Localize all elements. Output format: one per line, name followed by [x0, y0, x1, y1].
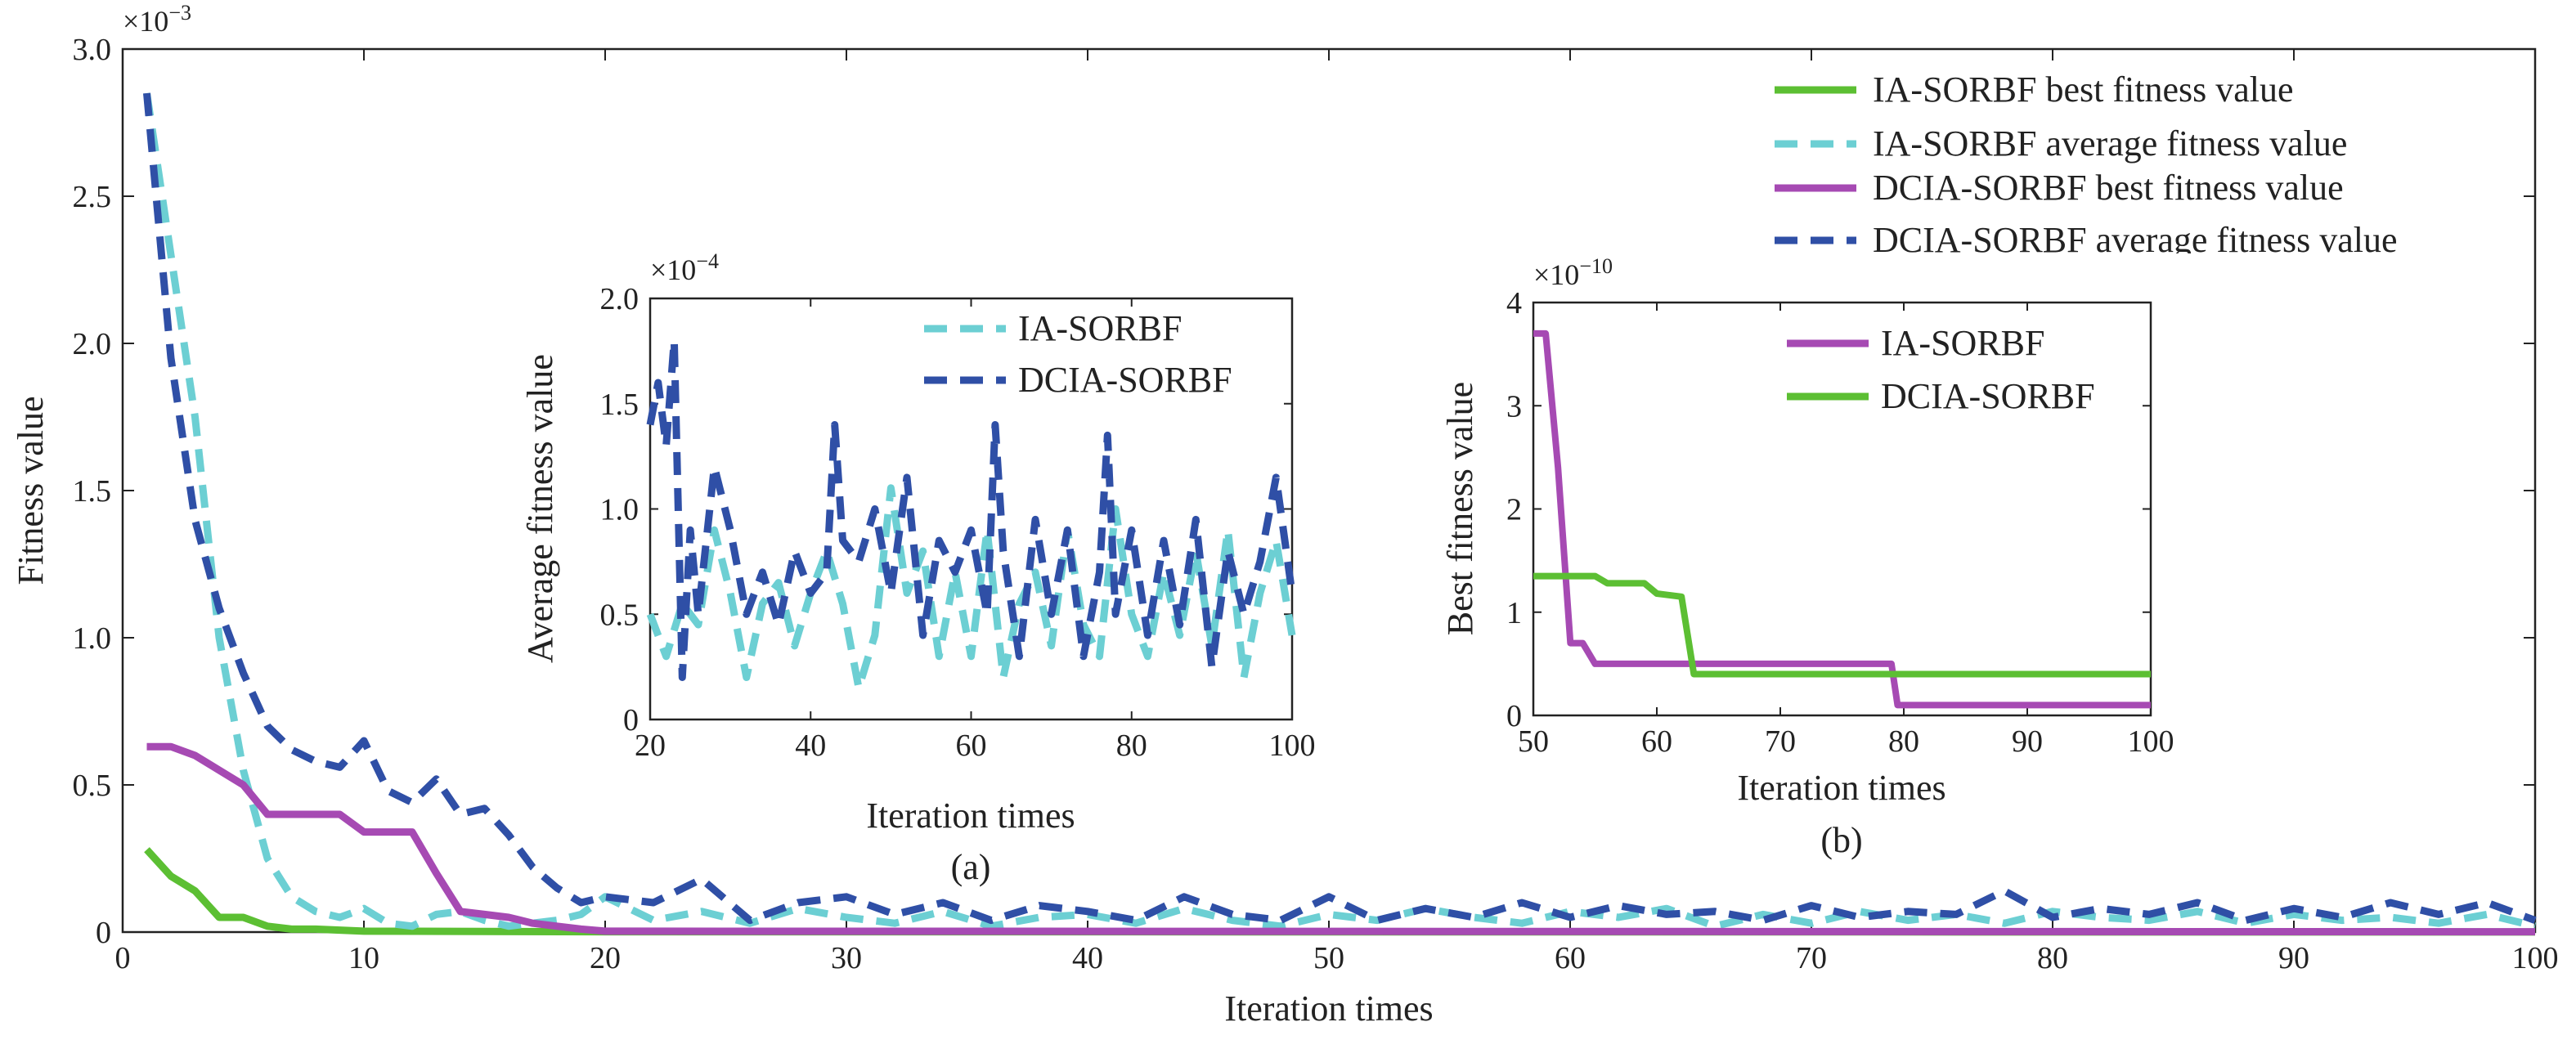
main-legend: IA-SORBF best fitness value IA-SORBF ave… [1775, 69, 2398, 260]
inset-a-y-axis-label: Average fitness value [520, 354, 560, 663]
main-y-tick-label: 0.5 [73, 769, 112, 803]
main-series-line-4 [143, 92, 2537, 925]
main-x-tick-label: 0 [115, 941, 131, 975]
main-y-tick-label: 2.5 [73, 180, 112, 214]
main-y-axis-label: Fitness value [11, 397, 51, 585]
main-y-tick-label: 2.0 [73, 327, 112, 361]
inset-a-x-ticks: 20 40 60 80 100 [635, 298, 1316, 763]
main-multiplier-base: ×10 [123, 5, 168, 38]
inset-b-y-tick-label: 2 [1506, 493, 1522, 527]
inset-b-x-tick-label: 70 [1765, 724, 1796, 759]
main-x-axis-label: Iteration times [1224, 988, 1433, 1029]
legend-label-dcia-avg: DCIA-SORBF average fitness value [1873, 220, 2398, 260]
main-y-tick-label: 0 [96, 916, 111, 950]
inset-b-y-tick-label: 3 [1506, 389, 1522, 424]
main-multiplier-exp: −3 [168, 1, 191, 25]
inset-a-multiplier: ×10−4 [650, 249, 719, 286]
inset-b-y-tick-label: 4 [1506, 286, 1522, 321]
inset-b-legend: IA-SORBF DCIA-SORBF [1787, 323, 2095, 416]
inset-a-series-line-2 [646, 337, 1296, 681]
main-y-tick-label: 1.5 [73, 474, 112, 509]
inset-b-x-tick-label: 80 [1888, 724, 1919, 759]
inset-b-x-tick-label: 50 [1518, 724, 1549, 759]
main-x-tick-label: 30 [831, 941, 862, 975]
main-y-tick-label: 1.0 [73, 621, 112, 656]
main-plot: 0 10 20 30 40 50 60 70 80 90 100 00.51.01.52.02.53… [11, 1, 2559, 1029]
inset-b-legend-label-ia: IA-SORBF [1881, 323, 2045, 363]
inset-a-y-tick-label: 2.0 [600, 282, 640, 316]
inset-b-y-axis-label: Best fitness value [1440, 382, 1480, 635]
inset-a-legend: IA-SORBF DCIA-SORBF [924, 308, 1232, 400]
inset-a-legend-label-dcia: DCIA-SORBF [1018, 360, 1232, 400]
main-x-tick-label: 80 [2037, 941, 2068, 975]
inset-b-y-ticks: 0 1 2 3 4 [1506, 286, 2151, 733]
inset-b-x-tick-label: 90 [2012, 724, 2043, 759]
main-x-tick-label: 50 [1313, 941, 1344, 975]
inset-a-multiplier-exp: −4 [696, 249, 719, 273]
inset-a-y-ticks: 0 0.5 1.0 1.5 2.0 [600, 282, 1292, 737]
main-x-tick-label: 40 [1072, 941, 1103, 975]
inset-a-x-tick-label: 20 [635, 728, 666, 763]
inset-b-y-tick-label: 1 [1506, 596, 1522, 630]
inset-b-caption: (b) [1820, 820, 1862, 860]
main-multiplier: ×10−3 [123, 1, 191, 38]
main-x-ticks: 0 10 20 30 40 50 60 70 80 90 100 [115, 49, 2559, 975]
inset-a-y-tick-label: 0 [623, 703, 639, 737]
inset-b-multiplier-base: ×10 [1533, 258, 1579, 291]
main-x-tick-label: 20 [590, 941, 621, 975]
inset-b-x-axis-label: Iteration times [1737, 768, 1945, 808]
inset-b-multiplier: ×10−10 [1533, 254, 1613, 291]
main-x-tick-label: 100 [2512, 941, 2559, 975]
main-x-tick-label: 60 [1555, 941, 1586, 975]
inset-b: 50 60 70 80 90 100 0 1 2 3 4 ×10−10 Iteration tim… [1439, 253, 2192, 860]
inset-a-x-tick-label: 80 [1116, 728, 1147, 763]
main-x-tick-label: 10 [348, 941, 379, 975]
main-series-line-3 [146, 742, 2536, 936]
inset-b-x-tick-label: 100 [2128, 724, 2174, 759]
legend-label-dcia-best: DCIA-SORBF best fitness value [1873, 168, 2344, 208]
inset-a-y-tick-label: 0.5 [600, 598, 640, 632]
inset-a-x-tick-label: 40 [795, 728, 826, 763]
main-x-tick-label: 90 [2278, 941, 2309, 975]
inset-b-multiplier-exp: −10 [1579, 254, 1613, 278]
inset-a-multiplier-base: ×10 [650, 253, 696, 286]
inset-a-series [646, 337, 1296, 692]
inset-b-series-line-2 [1533, 572, 2151, 678]
legend-label-ia-best: IA-SORBF best fitness value [1873, 69, 2294, 110]
inset-a-legend-label-ia: IA-SORBF [1018, 308, 1183, 348]
inset-b-y-tick-label: 0 [1506, 699, 1522, 733]
main-y-tick-label: 3.0 [73, 33, 112, 67]
inset-b-x-tick-label: 60 [1641, 724, 1672, 759]
inset-b-series-line-1 [1533, 329, 2151, 709]
inset-b-x-ticks: 50 60 70 80 90 100 [1518, 303, 2174, 759]
inset-a: 20 40 60 80 100 0 0.5 1.0 1.5 2.0 ×10−4 Iteratio… [507, 164, 1316, 887]
main-y-ticks: 0 0.5 1.0 1.5 2.0 2.5 3.0 [73, 33, 2535, 950]
inset-b-legend-label-dcia: DCIA-SORBF [1881, 376, 2095, 416]
inset-a-x-tick-label: 100 [1269, 728, 1316, 763]
legend-label-ia-avg: IA-SORBF average fitness value [1873, 123, 2347, 164]
inset-a-y-tick-label: 1.5 [600, 388, 640, 422]
inset-a-x-axis-label: Iteration times [866, 796, 1075, 836]
inset-a-x-tick-label: 60 [956, 728, 987, 763]
main-x-tick-label: 70 [1796, 941, 1827, 975]
inset-a-y-tick-label: 1.0 [600, 493, 640, 527]
main-series [143, 92, 2537, 936]
inset-a-caption: (a) [951, 847, 991, 887]
main-series-line-1 [144, 847, 2536, 936]
inset-b-series [1533, 329, 2151, 709]
inset-a-background [507, 164, 1292, 801]
